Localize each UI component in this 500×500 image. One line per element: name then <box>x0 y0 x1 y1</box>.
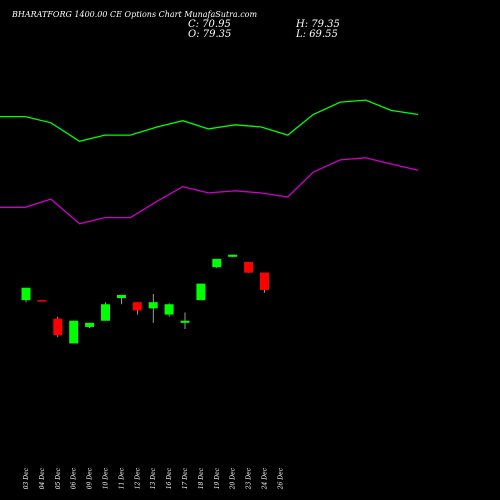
high-value: H: 79.35 <box>296 19 340 30</box>
candle-body <box>260 272 269 290</box>
candle-body <box>37 300 47 302</box>
close-value: C: 70.95 <box>188 19 231 30</box>
candle-body <box>132 302 142 311</box>
x-tick-label: 20 Dec <box>230 467 237 490</box>
candle-body <box>116 294 126 299</box>
x-tick-label: 13 Dec <box>150 467 157 489</box>
x-tick-label: 26 Dec <box>277 467 284 490</box>
x-tick-label: 16 Dec <box>166 467 173 489</box>
x-tick-label: 05 Dec <box>55 467 62 489</box>
candle-body <box>244 261 254 273</box>
candle-body <box>212 258 222 268</box>
candle-body <box>21 287 31 301</box>
x-tick-label: 03 Dec <box>23 467 30 489</box>
low-value: L: 69.55 <box>296 29 338 40</box>
candle-body <box>69 320 79 344</box>
candle-body <box>164 304 174 315</box>
candle-body <box>180 320 190 323</box>
lower-band-line <box>0 157 419 225</box>
candle-body <box>228 254 238 257</box>
candle-body <box>196 283 206 301</box>
x-tick-label: 12 Dec <box>134 467 141 489</box>
x-tick-label: 10 Dec <box>103 467 110 489</box>
open-value: O: 79.35 <box>188 29 232 40</box>
x-tick-label: 11 Dec <box>118 467 125 489</box>
candle-body <box>85 322 95 327</box>
x-tick-label: 18 Dec <box>198 467 205 489</box>
x-tick-label: 17 Dec <box>182 467 189 489</box>
candle-body <box>148 302 158 309</box>
x-tick-label: 04 Dec <box>39 467 46 489</box>
x-tick-label: 23 Dec <box>246 467 253 490</box>
candle-body <box>53 318 63 336</box>
x-tick-label: 09 Dec <box>87 467 94 489</box>
chart-title: BHARATFORG 1400.00 CE Options Chart Muna… <box>12 10 258 19</box>
x-tick-label: 06 Dec <box>71 467 78 489</box>
x-tick-label: 24 Dec <box>262 467 269 490</box>
candle-body <box>101 304 110 321</box>
x-tick-label: 19 Dec <box>214 467 221 489</box>
upper-band-line <box>0 99 419 142</box>
